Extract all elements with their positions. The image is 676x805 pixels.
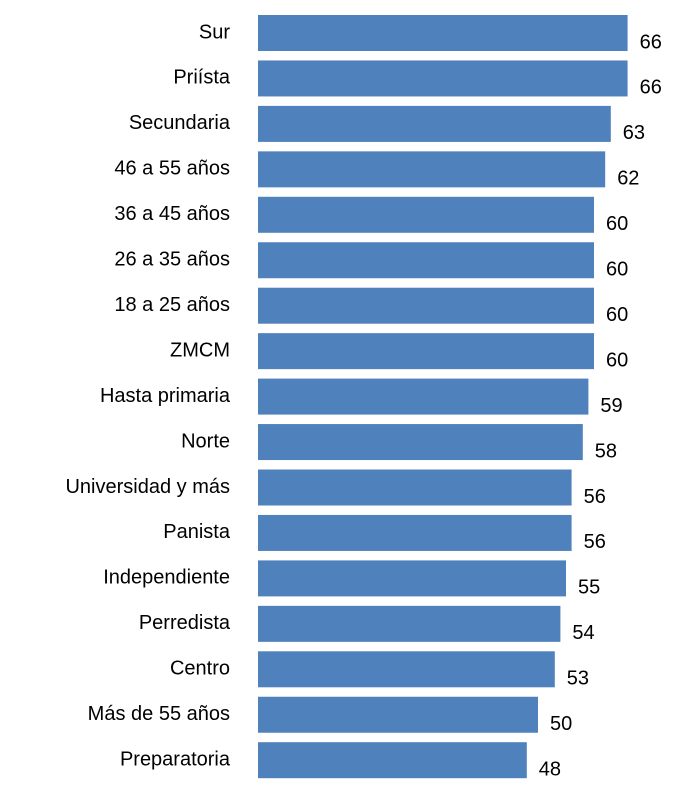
bar	[258, 333, 594, 370]
bar	[258, 196, 594, 233]
bar	[258, 287, 594, 324]
category-label: Secundaria	[129, 112, 231, 134]
bar	[258, 696, 538, 733]
value-label: 62	[617, 168, 639, 190]
category-label: Sur	[199, 21, 230, 43]
category-label: Priísta	[173, 67, 231, 89]
category-label: Más de 55 años	[88, 703, 230, 725]
bar	[258, 424, 583, 461]
category-label: Norte	[181, 430, 230, 452]
value-label: 59	[600, 395, 622, 417]
value-label: 66	[640, 31, 662, 53]
category-label: Centro	[170, 658, 230, 680]
bar	[258, 514, 572, 551]
category-label: Panista	[163, 521, 231, 543]
value-label: 48	[539, 758, 561, 780]
category-label: ZMCM	[170, 339, 230, 361]
bar	[258, 378, 589, 415]
value-label: 58	[595, 440, 617, 462]
value-label: 63	[623, 122, 645, 144]
category-label: 26 a 35 años	[114, 249, 230, 271]
value-label: 60	[606, 213, 628, 235]
value-label: 56	[584, 486, 606, 508]
value-label: 54	[572, 622, 594, 644]
value-label: 53	[567, 668, 589, 690]
value-label: 66	[640, 77, 662, 99]
category-label: 36 a 45 años	[114, 203, 230, 225]
value-label: 60	[606, 259, 628, 281]
bar	[258, 105, 611, 142]
bar	[258, 560, 566, 597]
category-label: 46 a 55 años	[114, 158, 230, 180]
bar	[258, 15, 628, 51]
category-label: Independiente	[103, 567, 230, 589]
bar	[258, 651, 555, 688]
category-label: 18 a 25 años	[114, 294, 230, 316]
bar	[258, 469, 572, 506]
bar	[258, 605, 561, 642]
value-label: 60	[606, 349, 628, 371]
value-label: 56	[584, 531, 606, 553]
value-label: 60	[606, 304, 628, 326]
bar	[258, 151, 606, 188]
value-label: 50	[550, 713, 572, 735]
category-label: Perredista	[139, 612, 231, 634]
bar	[258, 242, 594, 279]
category-label: Hasta primaria	[100, 385, 231, 407]
value-label: 55	[578, 577, 600, 599]
category-label: Preparatoria	[120, 748, 231, 770]
category-label: Universidad y más	[65, 476, 230, 498]
bar	[258, 742, 527, 779]
bar	[258, 60, 628, 97]
